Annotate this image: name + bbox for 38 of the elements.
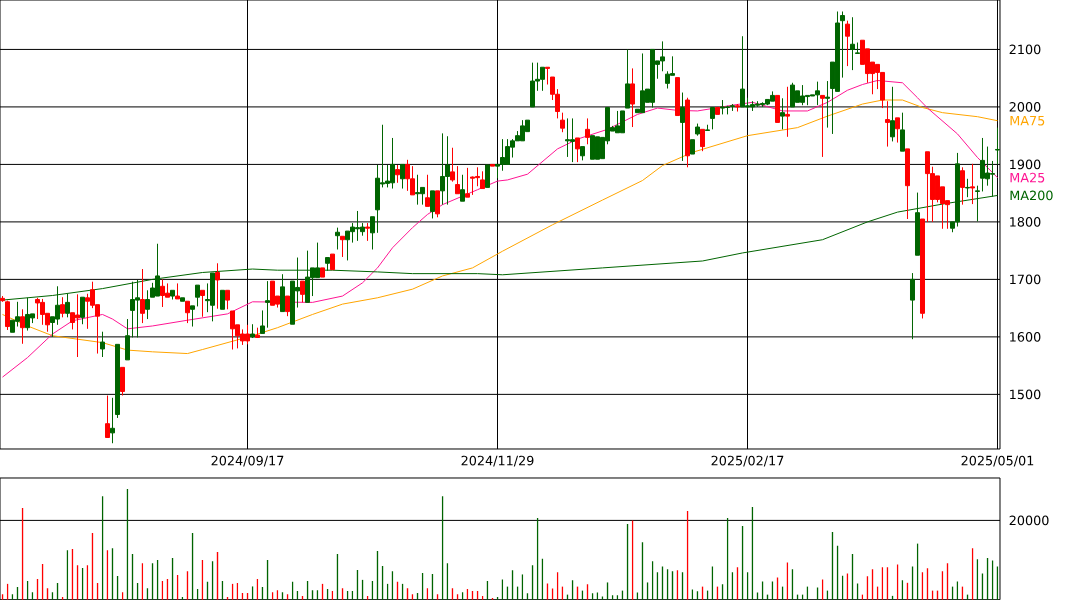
candlestick [735, 103, 740, 113]
candlestick [680, 92, 685, 162]
y-tick-label: 1600 [1010, 332, 1041, 342]
y-tick-label: 1900 [1010, 159, 1041, 170]
candlestick [560, 112, 565, 133]
candlestick [845, 20, 850, 67]
candlestick [100, 331, 106, 358]
candlestick [780, 97, 785, 130]
x-tick-label: 2024/09/17 [211, 455, 284, 467]
candlestick [365, 222, 371, 242]
x-tick-label: 2025/05/01 [961, 455, 1034, 467]
x-tick-label: 2025/02/17 [711, 455, 784, 467]
candlestick [885, 100, 890, 148]
x-tick-label: 2024/11/29 [461, 455, 534, 467]
candlestick [825, 80, 830, 129]
candlestick [850, 16, 855, 71]
series-label: MA75 [1010, 115, 1045, 126]
y-tick-label: 1700 [1010, 274, 1041, 285]
candlestick [970, 163, 975, 205]
candlestick [685, 97, 690, 168]
y-tick-label: 2100 [1009, 44, 1041, 55]
series-label: MA25 [1010, 172, 1045, 183]
candlestick [395, 164, 400, 184]
candlestick [994, 127, 1000, 165]
candlestick [960, 166, 965, 206]
y-tick-label: 1500 [1010, 389, 1041, 400]
y-tick-label: 20000 [1009, 515, 1049, 526]
candlestick [85, 293, 91, 330]
series-label: MA200 [1010, 190, 1053, 201]
candlestick [910, 272, 915, 340]
y-tick-label: 1800 [1010, 217, 1041, 227]
candlestick [695, 123, 700, 137]
candlestick [785, 86, 790, 138]
y-tick-label: 2000 [1009, 102, 1041, 112]
candlestick [35, 297, 41, 320]
candlestick [630, 67, 635, 128]
candlestick [840, 10, 845, 79]
candlestick [450, 147, 455, 183]
